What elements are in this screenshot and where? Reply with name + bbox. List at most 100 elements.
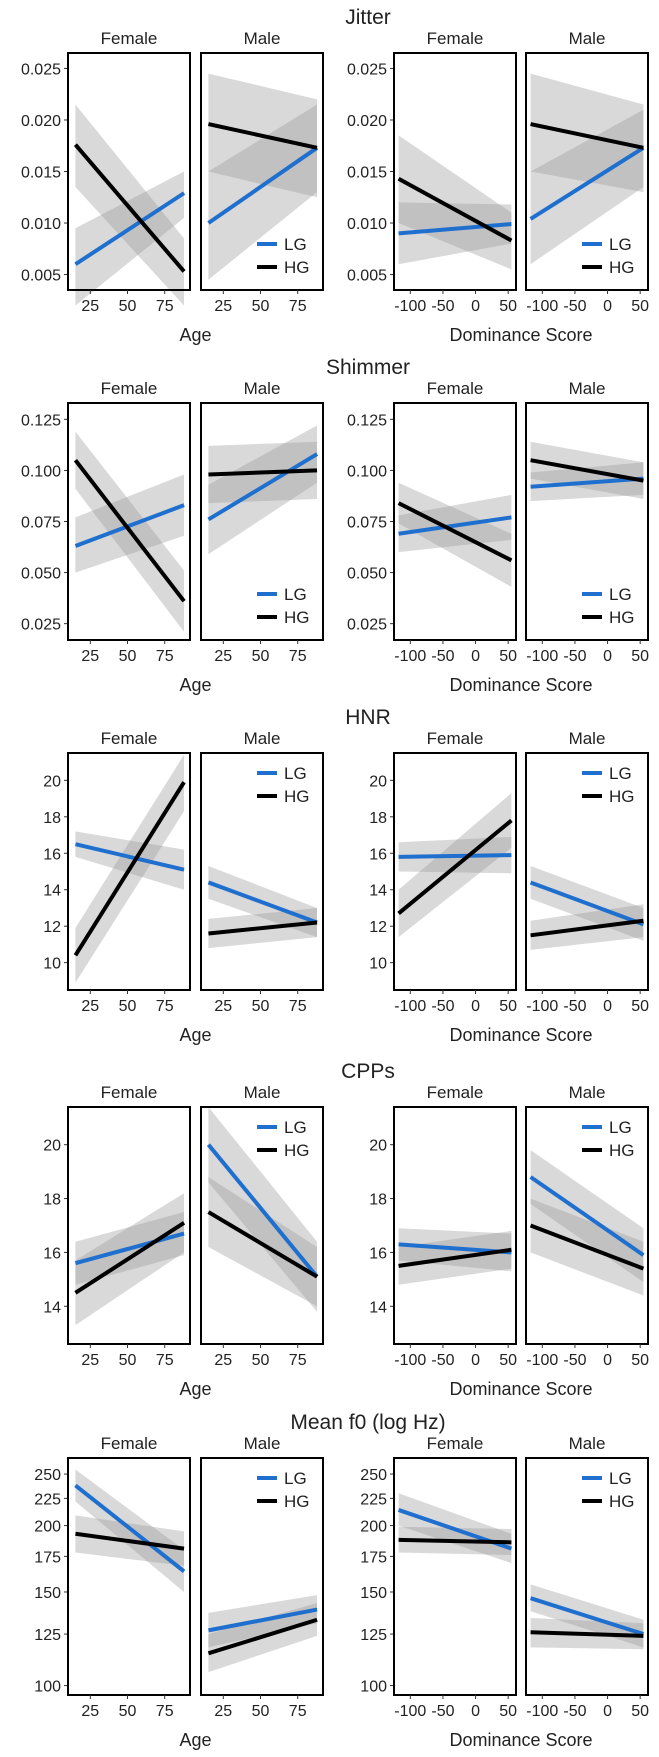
facet-label: Female	[427, 729, 484, 748]
chart-title: Shimmer	[326, 356, 410, 379]
y-tick-label: 0.010	[21, 216, 61, 233]
x-tick-label: 50	[499, 298, 517, 315]
legend-label: LG	[609, 235, 632, 254]
x-axis-title: Age	[179, 1730, 211, 1750]
series-line-hg	[530, 918, 644, 938]
x-tick-label: 25	[214, 998, 232, 1015]
x-tick-label: -50	[431, 998, 454, 1015]
x-axis-title: Dominance Score	[449, 1379, 592, 1399]
confidence-band	[398, 135, 512, 270]
legend-label: LG	[284, 1118, 307, 1137]
x-tick-label: -100	[394, 298, 426, 315]
series-line-lg	[398, 222, 512, 236]
y-tick-label: 0.025	[21, 61, 61, 78]
legend-label: LG	[609, 764, 632, 783]
y-tick-label: 10	[43, 956, 61, 973]
chart-row: Shimmer 0.025 0.050 0.075 0.100 0.125 Female 25…	[21, 356, 649, 695]
x-tick-label: 75	[156, 648, 174, 665]
series-line-hg	[73, 781, 186, 957]
x-tick-label: 50	[119, 1352, 137, 1369]
x-tick-label: 75	[289, 298, 307, 315]
y-tick-label: 18	[369, 1192, 387, 1209]
y-tick-label: 20	[43, 773, 61, 790]
series-line-hg	[398, 1537, 512, 1545]
legend-label: HG	[609, 787, 635, 806]
y-tick-label: 0.075	[21, 515, 61, 532]
series-line-hg	[208, 468, 318, 477]
y-tick-label: 16	[369, 1245, 387, 1262]
panel-frame	[200, 52, 324, 291]
y-tick-label: 20	[43, 1138, 61, 1155]
legend-label: LG	[284, 585, 307, 604]
y-tick-label: 14	[43, 883, 61, 900]
y-tick-label: 125	[34, 1627, 61, 1644]
confidence-band	[208, 1177, 317, 1307]
x-tick-label: -50	[431, 1352, 454, 1369]
x-tick-label: 25	[81, 998, 99, 1015]
x-tick-label: 25	[214, 648, 232, 665]
x-tick-label: 50	[252, 298, 270, 315]
panel-frame	[393, 402, 517, 641]
legend-label: LG	[284, 1469, 307, 1488]
x-tick-label: 75	[289, 998, 307, 1015]
y-tick-label: 20	[369, 773, 387, 790]
y-tick-label: 0.125	[347, 412, 387, 429]
x-axis-title: Age	[179, 1025, 211, 1045]
y-tick-label: 250	[360, 1467, 387, 1484]
y-tick-label: 225	[34, 1491, 61, 1508]
y-tick-label: 16	[43, 846, 61, 863]
series-line-hg	[208, 122, 318, 150]
x-tick-label: 50	[252, 648, 270, 665]
y-tick-label: 250	[34, 1467, 61, 1484]
facet-label: Female	[427, 1083, 484, 1102]
y-tick-label: 18	[369, 810, 387, 827]
y-tick-label: 100	[34, 1679, 61, 1696]
y-tick-label: 100	[360, 1679, 387, 1696]
x-tick-label: -50	[563, 1352, 586, 1369]
x-tick-label: 50	[252, 1703, 270, 1720]
series-line-lg	[529, 880, 645, 927]
facet-label: Female	[101, 29, 158, 48]
x-tick-label: 25	[81, 298, 99, 315]
series-line-hg	[207, 1617, 318, 1656]
x-tick-label: 50	[119, 998, 137, 1015]
legend-label: HG	[609, 1492, 635, 1511]
legend-label: HG	[609, 608, 635, 627]
panel-frame	[67, 1457, 191, 1696]
x-tick-label: -50	[563, 1703, 586, 1720]
x-axis-title: Age	[179, 325, 211, 345]
x-tick-label: 0	[603, 1352, 612, 1369]
series-line-hg	[529, 1223, 645, 1271]
x-tick-label: 50	[119, 298, 137, 315]
x-tick-label: 0	[471, 1703, 480, 1720]
legend-label: LG	[609, 585, 632, 604]
y-tick-label: 0.075	[347, 515, 387, 532]
y-tick-label: 12	[43, 919, 61, 936]
series-line-lg	[74, 1231, 185, 1266]
series-line-hg	[397, 176, 513, 243]
legend-label: HG	[284, 608, 310, 627]
x-axis-title: Dominance Score	[449, 675, 592, 695]
y-tick-label: 0.025	[21, 617, 61, 634]
y-tick-label: 0.020	[347, 113, 387, 130]
legend-label: HG	[284, 1141, 310, 1160]
series-line-lg	[207, 146, 319, 225]
facet-label: Male	[569, 729, 606, 748]
panel-frame	[67, 1106, 191, 1345]
facet-label: Male	[244, 1434, 281, 1453]
series-line-hg	[73, 458, 186, 603]
panel-frame	[393, 752, 517, 991]
panel-frame	[67, 752, 191, 991]
y-tick-label: 0.050	[21, 566, 61, 583]
y-tick-label: 175	[360, 1549, 387, 1566]
facet-label: Male	[244, 29, 281, 48]
y-tick-label: 200	[34, 1519, 61, 1536]
x-tick-label: -100	[526, 998, 558, 1015]
y-tick-label: 0.025	[347, 61, 387, 78]
facet-label: Female	[101, 1434, 158, 1453]
x-tick-label: -100	[394, 648, 426, 665]
x-tick-label: 0	[603, 998, 612, 1015]
series-line-lg	[74, 842, 185, 872]
y-tick-label: 0.125	[21, 412, 61, 429]
series-line-hg	[530, 122, 644, 150]
